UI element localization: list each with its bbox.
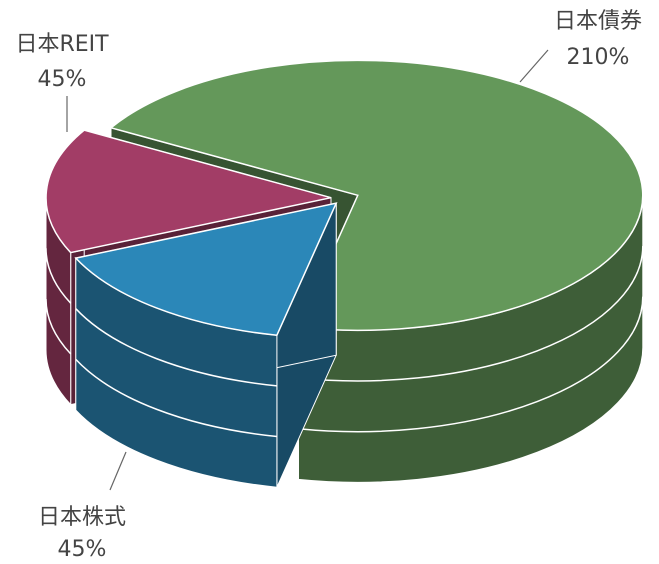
slice-label: 日本債券	[554, 9, 642, 34]
leader-line	[519, 49, 549, 83]
value-label: 210%	[567, 45, 630, 70]
slice	[74, 202, 338, 337]
wall-stripe	[75, 358, 277, 438]
leader-line	[109, 451, 127, 491]
wall-stripe	[298, 245, 644, 382]
slice-label: 日本REIT	[15, 32, 109, 57]
wall-stripe	[45, 248, 72, 304]
wall-stripe	[45, 298, 72, 355]
slice-label: 日本株式	[38, 505, 126, 530]
value-label: 45%	[38, 67, 87, 92]
slice	[45, 129, 332, 254]
wall-stripe	[75, 308, 277, 387]
pie	[45, 59, 644, 488]
value-label: 45%	[58, 537, 107, 562]
wall-stripe	[298, 296, 644, 433]
slice	[109, 59, 644, 332]
